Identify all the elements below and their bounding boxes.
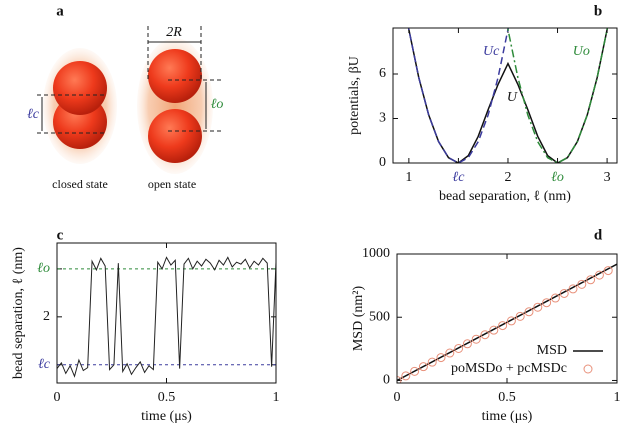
- y-axis-label: potentials, βU: [347, 56, 362, 135]
- y-tick-label: ℓo: [37, 261, 50, 276]
- marker: [550, 293, 560, 303]
- series-label: Uc: [483, 44, 500, 59]
- marker: [533, 302, 543, 312]
- marker: [489, 325, 499, 335]
- frame: [396, 253, 618, 384]
- series-line: [407, 28, 509, 163]
- plot-area: [407, 28, 609, 163]
- marker: [401, 371, 411, 381]
- series-label: U: [507, 90, 518, 105]
- y-tick-label: ℓc: [38, 357, 51, 372]
- marker: [445, 348, 455, 358]
- marker: [480, 330, 490, 340]
- caption: closed state: [52, 177, 108, 191]
- panel: d 0 0.5 1 0 500 1000 time (μs) MSD (nm²) MSD poMSD…: [351, 227, 620, 424]
- marker: [410, 366, 420, 376]
- x-axis-label: bead separation, ℓ (nm): [439, 189, 571, 204]
- marker: [515, 311, 525, 321]
- x-tick-label: 3: [604, 170, 611, 185]
- x-axis-label: time (μs): [141, 409, 192, 424]
- panel-label: b: [594, 3, 602, 19]
- open-length: ℓo: [211, 97, 224, 112]
- marker: [427, 357, 437, 367]
- marker: [498, 321, 508, 331]
- panel-label: c: [57, 227, 64, 243]
- x-tick-label: ℓo: [551, 170, 564, 185]
- marker: [586, 275, 596, 285]
- x-tick-label: 2: [504, 170, 511, 185]
- legend-label: MSD: [537, 343, 567, 358]
- marker: [559, 288, 569, 298]
- x-tick-label: 0: [54, 390, 61, 405]
- marker: [542, 298, 552, 308]
- marker: [506, 316, 516, 326]
- y-tick-label: 2: [43, 309, 50, 324]
- marker: [577, 279, 587, 289]
- marker: [603, 266, 613, 276]
- closed-length: ℓc: [27, 107, 40, 122]
- panel-label: d: [594, 227, 603, 243]
- frame: [392, 27, 618, 164]
- marker: [436, 353, 446, 363]
- diagram-a: a ℓc closed state 2R ℓo open state: [27, 3, 224, 191]
- marker: [462, 339, 472, 349]
- x-tick-label: 0.5: [158, 390, 176, 405]
- marker: [471, 334, 481, 344]
- y-tick-label: 6: [379, 66, 386, 81]
- y-tick-label: 0: [383, 373, 390, 388]
- x-axis-label: time (μs): [482, 409, 533, 424]
- legend-label: poMSDo + pcMSDc: [451, 361, 567, 376]
- frame: [56, 242, 277, 384]
- series-label: Uo: [573, 44, 590, 59]
- x-tick-label: 1: [273, 390, 280, 405]
- series-line: [397, 263, 617, 382]
- marker: [594, 270, 604, 280]
- marker: [397, 375, 402, 383]
- y-tick-label: 3: [379, 111, 386, 126]
- bead: [148, 49, 202, 103]
- bead: [53, 61, 107, 115]
- caption: open state: [148, 177, 196, 191]
- panel: b 1 ℓc 2 ℓo 3 0 3 6 bead separation, ℓ (nm) potent…: [347, 3, 618, 204]
- panel: c 0 0.5 1 ℓc 2 ℓo time (μs) bead separation, ℓ (…: [11, 227, 279, 424]
- panel-label: a: [56, 3, 64, 19]
- x-tick-label: ℓc: [452, 170, 465, 185]
- x-tick-label: 1: [614, 390, 621, 405]
- radius-label: 2R: [166, 25, 182, 40]
- marker: [454, 343, 464, 353]
- plot-area: [397, 263, 617, 383]
- y-tick-label: 0: [379, 155, 386, 170]
- y-tick-label: 500: [369, 309, 390, 324]
- y-axis-label: bead separation, ℓ (nm): [11, 247, 26, 379]
- x-tick-label: 1: [405, 170, 412, 185]
- plot-area: [57, 256, 276, 378]
- marker: [418, 362, 428, 372]
- bead: [148, 109, 202, 163]
- series-line: [407, 28, 609, 163]
- series-line: [506, 28, 609, 163]
- x-tick-label: 0: [394, 390, 401, 405]
- y-axis-label: MSD (nm²): [351, 286, 366, 352]
- series-line: [57, 256, 276, 378]
- legend-swatch: [583, 364, 593, 374]
- marker: [524, 307, 534, 317]
- x-tick-label: 0.5: [498, 390, 516, 405]
- y-tick-label: 1000: [362, 246, 390, 261]
- marker: [568, 284, 578, 294]
